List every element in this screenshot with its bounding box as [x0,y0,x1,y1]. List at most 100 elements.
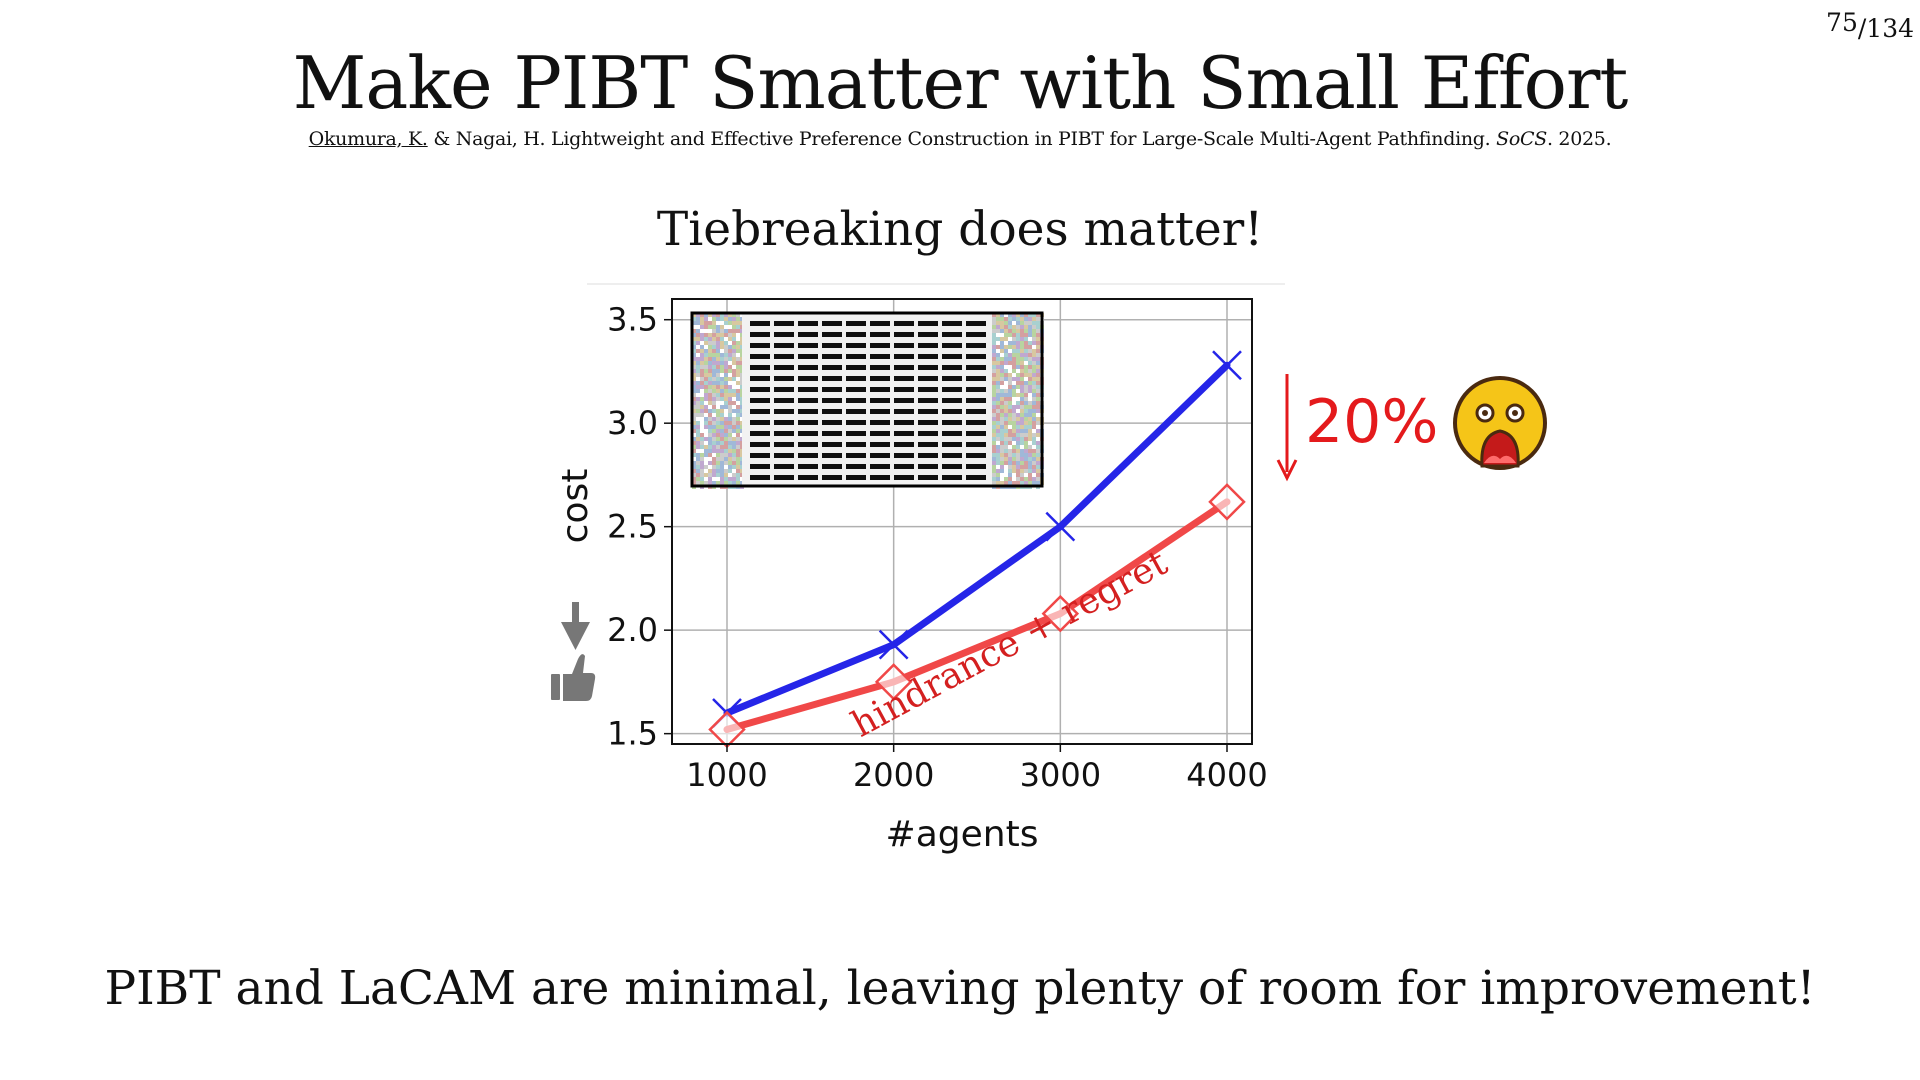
map-shelf [822,409,842,414]
map-noise-cell [724,481,728,485]
map-noise-cell [704,433,708,437]
map-noise-cell [1016,353,1020,357]
map-noise-cell [720,353,724,357]
map-shelf [870,376,890,381]
map-shelf [846,420,866,425]
map-noise-cell [712,325,716,329]
map-noise-cell [704,373,708,377]
map-noise-cell [700,365,704,369]
map-noise-cell [704,473,708,477]
map-noise-cell [720,317,724,321]
map-noise-cell [1004,481,1008,485]
map-noise-cell [716,425,720,429]
map-noise-cell [992,361,996,365]
map-noise-cell [1036,329,1040,333]
map-noise-cell [1000,389,1004,393]
map-noise-cell [1024,325,1028,329]
map-noise-cell [720,369,724,373]
map-shelf [798,376,818,381]
map-shelf [822,464,842,469]
map-noise-cell [724,345,728,349]
map-noise-cell [720,429,724,433]
map-noise-cell [1024,345,1028,349]
map-noise-cell [716,465,720,469]
map-shelf [966,354,986,359]
map-shelf [942,431,962,436]
map-noise-cell [708,433,712,437]
map-noise-cell [1028,357,1032,361]
map-noise-cell [1012,465,1016,469]
map-noise-cell [708,385,712,389]
map-noise-cell [724,469,728,473]
map-shelf [774,321,794,326]
map-noise-cell [724,433,728,437]
map-shelf [918,442,938,447]
map-noise-cell [1016,469,1020,473]
map-noise-cell [1036,401,1040,405]
map-noise-cell [1024,385,1028,389]
map-shelf [822,431,842,436]
map-noise-cell [700,429,704,433]
map-noise-cell [992,329,996,333]
map-noise-cell [720,393,724,397]
map-noise-cell [732,337,736,341]
map-noise-cell [716,441,720,445]
map-noise-cell [1024,353,1028,357]
map-noise-cell [716,405,720,409]
map-noise-cell [1008,413,1012,417]
map-noise-cell [992,417,996,421]
map-noise-cell [1012,373,1016,377]
map-shelf [942,321,962,326]
map-shelf [966,343,986,348]
map-noise-cell [704,421,708,425]
map-noise-cell [716,365,720,369]
map-noise-cell [720,481,724,485]
map-noise-cell [996,429,1000,433]
map-noise-cell [732,433,736,437]
map-shelf [750,365,770,370]
map-noise-cell [720,401,724,405]
map-noise-cell [992,477,996,481]
map-noise-cell [992,429,996,433]
map-noise-cell [704,465,708,469]
map-noise-cell [708,469,712,473]
map-noise-cell [992,377,996,381]
map-noise-cell [1012,369,1016,373]
map-shelf [822,475,842,480]
map-shelf [918,387,938,392]
map-noise-cell [696,429,700,433]
map-noise-cell [712,321,716,325]
map-shelf [870,464,890,469]
map-noise-cell [1020,313,1024,317]
map-noise-cell [1024,341,1028,345]
map-noise-cell [1004,425,1008,429]
map-noise-cell [712,401,716,405]
map-noise-cell [720,325,724,329]
map-shelf [918,354,938,359]
map-shelf [942,387,962,392]
map-noise-cell [732,441,736,445]
map-noise-cell [696,449,700,453]
map-noise-cell [716,321,720,325]
map-noise-cell [1032,481,1036,485]
map-noise-cell [708,417,712,421]
map-noise-cell [736,449,740,453]
map-noise-cell [700,405,704,409]
x-tick-label: 1000 [686,756,767,794]
map-shelf [798,431,818,436]
map-shelf [942,442,962,447]
map-noise-cell [736,381,740,385]
map-noise-cell [1028,465,1032,469]
map-noise-cell [1028,417,1032,421]
map-noise-cell [716,413,720,417]
map-noise-cell [716,349,720,353]
grid-layer [672,299,1252,744]
map-noise-cell [996,417,1000,421]
map-noise-cell [728,357,732,361]
map-noise-cell [712,337,716,341]
map-noise-cell [720,457,724,461]
map-shelf [846,332,866,337]
map-noise-cell [712,373,716,377]
map-noise-cell [1028,345,1032,349]
map-noise-cell [720,465,724,469]
